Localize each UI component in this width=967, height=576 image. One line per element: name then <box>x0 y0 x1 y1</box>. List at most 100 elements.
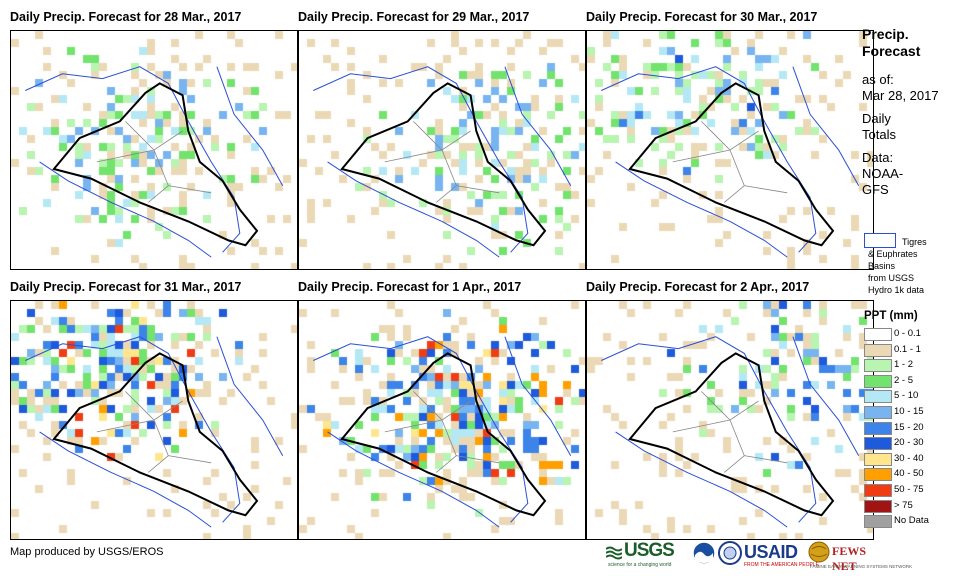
basin-line <box>601 336 817 523</box>
country-border <box>628 352 835 517</box>
legend-label: 0.1 - 1 <box>894 343 921 355</box>
province-line <box>436 455 457 473</box>
legend-label: 40 - 50 <box>894 468 924 480</box>
precip-map[interactable] <box>10 300 298 540</box>
panel-title: Daily Precip. Forecast for 2 Apr., 2017 <box>586 280 810 294</box>
asof-date: Mar 28, 2017 <box>862 88 939 103</box>
legend-row: 20 - 30 <box>864 435 964 451</box>
legend-label: 30 - 40 <box>894 452 924 464</box>
province-line <box>729 149 788 194</box>
basin-line <box>601 66 817 253</box>
basin-line <box>25 66 241 253</box>
province-line <box>724 185 745 203</box>
legend-row: 1 - 2 <box>864 357 964 373</box>
legend-swatch <box>864 328 892 341</box>
province-line <box>125 391 183 421</box>
legend-label: No Data <box>894 515 929 527</box>
legend-swatch <box>864 483 892 497</box>
asof-label: as of: <box>862 72 894 87</box>
province-line <box>441 149 500 194</box>
province-line <box>436 185 457 203</box>
legend-label: 0 - 0.1 <box>894 328 921 339</box>
province-line <box>672 419 731 433</box>
legend-row: 50 - 75 <box>864 482 964 498</box>
map-credit: Map produced by USGS/EROS <box>10 546 164 558</box>
boundary-overlay <box>25 66 284 258</box>
basin-line <box>504 66 572 186</box>
data-source: NOAA-GFS <box>862 166 904 197</box>
ppt-legend: PPT (mm) 0 - 0.1 0.1 - 1 1 - 2 2 - 5 5 - 10 1… <box>864 310 964 529</box>
basin-line <box>504 336 572 456</box>
legend-row: > 75 <box>864 498 964 514</box>
basin-swatch <box>864 233 896 248</box>
noaa-logo <box>692 540 716 570</box>
fewsnet-logo: FEWS NET FAMINE EARLY WARNING SYSTEMS NE… <box>808 540 912 573</box>
country-border <box>340 82 547 247</box>
legend-row: 2 - 5 <box>864 373 964 389</box>
panel-title: Daily Precip. Forecast for 1 Apr., 2017 <box>298 280 522 294</box>
panel-title: Daily Precip. Forecast for 31 Mar., 2017 <box>10 280 242 294</box>
province-line <box>96 419 155 433</box>
noaa-seal-icon <box>692 541 716 565</box>
basin-line <box>216 66 284 186</box>
basin-line1: Tigres <box>902 237 927 247</box>
legend-swatch <box>864 359 892 373</box>
province-line <box>96 149 155 163</box>
country-border <box>628 82 835 247</box>
country-border <box>340 352 547 517</box>
usaid-logo: USAID FROM THE AMERICAN PEOPLE <box>744 542 819 568</box>
legend-label: 10 - 15 <box>894 405 924 417</box>
legend-label: 20 - 30 <box>894 437 924 449</box>
legend-row: 0 - 0.1 <box>864 326 964 342</box>
precip-map[interactable] <box>586 30 874 270</box>
legend-label: 50 - 75 <box>894 483 924 495</box>
legend-label: 5 - 10 <box>894 390 919 402</box>
province-line <box>413 121 471 151</box>
province-line <box>125 121 183 151</box>
panel-title: Daily Precip. Forecast for 28 Mar., 2017 <box>10 10 242 24</box>
basin-line <box>216 336 284 456</box>
precip-map[interactable] <box>298 30 586 270</box>
legend-row: 5 - 10 <box>864 388 964 404</box>
province-line <box>153 419 212 464</box>
legend-swatch <box>864 468 892 482</box>
basin-line <box>327 431 500 528</box>
panel-title: Daily Precip. Forecast for 30 Mar., 2017 <box>586 10 818 24</box>
legend-swatch <box>864 421 892 435</box>
ppt-legend-title: PPT (mm) <box>864 310 918 322</box>
legend-row: 15 - 20 <box>864 420 964 436</box>
precip-map[interactable] <box>298 300 586 540</box>
boundary-overlay <box>313 66 572 258</box>
precip-map[interactable] <box>10 30 298 270</box>
basin-line <box>792 66 860 186</box>
fewsnet-globe-icon <box>808 541 830 563</box>
province-line <box>384 149 443 163</box>
province-line <box>148 455 169 473</box>
basin-line <box>25 336 241 523</box>
boundary-overlay <box>601 66 860 258</box>
usgs-logo: USGS science for a changing world <box>606 540 675 568</box>
panel-title: Daily Precip. Forecast for 29 Mar., 2017 <box>298 10 530 24</box>
legend-swatch <box>864 499 892 513</box>
legend-swatch <box>864 515 892 529</box>
province-line <box>148 185 169 203</box>
legend-row: No Data <box>864 513 964 529</box>
province-line <box>701 391 759 421</box>
precip-map[interactable] <box>586 300 874 540</box>
legend-swatch <box>864 452 892 466</box>
usaid-seal-icon <box>718 541 742 565</box>
basin-line3: Basins <box>868 261 896 271</box>
province-line <box>384 419 443 433</box>
basin-line <box>615 161 788 258</box>
basin-line <box>313 336 529 523</box>
basin-line2: & Euphrates <box>868 249 918 259</box>
province-line <box>724 455 745 473</box>
sidebar-title: Precip. Forecast <box>862 26 921 59</box>
legend-row: 10 - 15 <box>864 404 964 420</box>
logo-strip: USGS science for a changing world USAID … <box>606 540 912 573</box>
basin-line <box>39 431 212 528</box>
province-line <box>441 419 500 464</box>
province-line <box>153 149 212 194</box>
country-border <box>52 82 259 247</box>
basin-line5: Hydro 1k data <box>868 285 925 295</box>
